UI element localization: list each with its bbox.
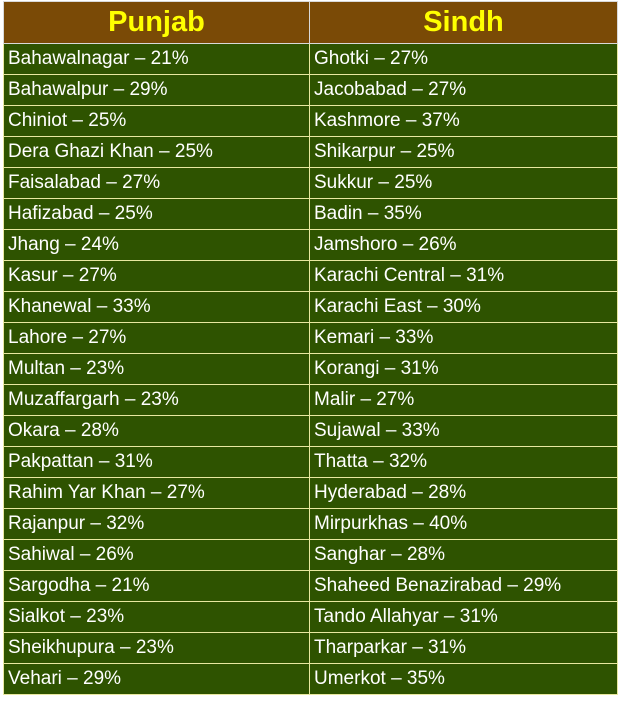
sindh-district-cell[interactable]: Tando Allahyar – 31% [309, 601, 618, 633]
punjab-district-cell[interactable]: Sahiwal – 26% [3, 539, 310, 571]
punjab-district-cell[interactable]: Lahore – 27% [3, 322, 310, 354]
punjab-district-cell[interactable]: Chiniot – 25% [3, 105, 310, 137]
punjab-district-cell[interactable]: Hafizabad – 25% [3, 198, 310, 230]
table-row: Kasur – 27% Karachi Central – 31% [3, 260, 618, 292]
table-row: Dera Ghazi Khan – 25% Shikarpur – 25% [3, 136, 618, 168]
sindh-district-cell[interactable]: Shaheed Benazirabad – 29% [309, 570, 618, 602]
table-row: Sahiwal – 26% Sanghar – 28% [3, 539, 618, 571]
table-row: Chiniot – 25% Kashmore – 37% [3, 105, 618, 137]
table-row: Jhang – 24% Jamshoro – 26% [3, 229, 618, 261]
table-row: Sargodha – 21% Shaheed Benazirabad – 29% [3, 570, 618, 602]
table-row: Okara – 28% Sujawal – 33% [3, 415, 618, 447]
table-row: Khanewal – 33% Karachi East – 30% [3, 291, 618, 323]
punjab-district-cell[interactable]: Rahim Yar Khan – 27% [3, 477, 310, 509]
table-row: Hafizabad – 25% Badin – 35% [3, 198, 618, 230]
punjab-district-cell[interactable]: Rajanpur – 32% [3, 508, 310, 540]
punjab-district-cell[interactable]: Sargodha – 21% [3, 570, 310, 602]
sindh-district-cell[interactable]: Korangi – 31% [309, 353, 618, 385]
table-row: Bahawalpur – 29% Jacobabad – 27% [3, 74, 618, 106]
header-cell-sindh[interactable]: Sindh [309, 1, 618, 44]
punjab-district-cell[interactable]: Muzaffargarh – 23% [3, 384, 310, 416]
sindh-district-cell[interactable]: Umerkot – 35% [309, 663, 618, 695]
punjab-district-cell[interactable]: Bahawalpur – 29% [3, 74, 310, 106]
sindh-district-cell[interactable]: Shikarpur – 25% [309, 136, 618, 168]
punjab-district-cell[interactable]: Vehari – 29% [3, 663, 310, 695]
sindh-district-cell[interactable]: Thatta – 32% [309, 446, 618, 478]
sindh-district-cell[interactable]: Tharparkar – 31% [309, 632, 618, 664]
sindh-district-cell[interactable]: Malir – 27% [309, 384, 618, 416]
punjab-district-cell[interactable]: Khanewal – 33% [3, 291, 310, 323]
table-row: Faisalabad – 27% Sukkur – 25% [3, 167, 618, 199]
sindh-district-cell[interactable]: Sukkur – 25% [309, 167, 618, 199]
sindh-district-cell[interactable]: Sanghar – 28% [309, 539, 618, 571]
punjab-district-cell[interactable]: Dera Ghazi Khan – 25% [3, 136, 310, 168]
punjab-district-cell[interactable]: Jhang – 24% [3, 229, 310, 261]
sindh-district-cell[interactable]: Mirpurkhas – 40% [309, 508, 618, 540]
table-row: Bahawalnagar – 21% Ghotki – 27% [3, 43, 618, 75]
punjab-district-cell[interactable]: Bahawalnagar – 21% [3, 43, 310, 75]
sindh-district-cell[interactable]: Karachi Central – 31% [309, 260, 618, 292]
sindh-district-cell[interactable]: Ghotki – 27% [309, 43, 618, 75]
punjab-district-cell[interactable]: Sheikhupura – 23% [3, 632, 310, 664]
punjab-district-cell[interactable]: Kasur – 27% [3, 260, 310, 292]
table-row: Rahim Yar Khan – 27% Hyderabad – 28% [3, 477, 618, 509]
district-percentage-table: Punjab Sindh Bahawalnagar – 21% Ghotki – … [3, 1, 618, 695]
punjab-district-cell[interactable]: Okara – 28% [3, 415, 310, 447]
header-cell-punjab[interactable]: Punjab [3, 1, 310, 44]
table-row: Muzaffargarh – 23% Malir – 27% [3, 384, 618, 416]
punjab-district-cell[interactable]: Sialkot – 23% [3, 601, 310, 633]
table-row: Rajanpur – 32% Mirpurkhas – 40% [3, 508, 618, 540]
table-row: Pakpattan – 31% Thatta – 32% [3, 446, 618, 478]
sindh-district-cell[interactable]: Hyderabad – 28% [309, 477, 618, 509]
punjab-district-cell[interactable]: Multan – 23% [3, 353, 310, 385]
header-row: Punjab Sindh [3, 1, 618, 44]
table-row: Sialkot – 23% Tando Allahyar – 31% [3, 601, 618, 633]
table-row: Lahore – 27% Kemari – 33% [3, 322, 618, 354]
punjab-district-cell[interactable]: Faisalabad – 27% [3, 167, 310, 199]
sindh-district-cell[interactable]: Karachi East – 30% [309, 291, 618, 323]
punjab-district-cell[interactable]: Pakpattan – 31% [3, 446, 310, 478]
sindh-district-cell[interactable]: Badin – 35% [309, 198, 618, 230]
table-row: Sheikhupura – 23% Tharparkar – 31% [3, 632, 618, 664]
sindh-district-cell[interactable]: Jamshoro – 26% [309, 229, 618, 261]
sindh-district-cell[interactable]: Kemari – 33% [309, 322, 618, 354]
table-body: Bahawalnagar – 21% Ghotki – 27% Bahawalpur… [3, 43, 618, 695]
table-row: Multan – 23% Korangi – 31% [3, 353, 618, 385]
sindh-district-cell[interactable]: Jacobabad – 27% [309, 74, 618, 106]
table-row: Vehari – 29% Umerkot – 35% [3, 663, 618, 695]
sindh-district-cell[interactable]: Sujawal – 33% [309, 415, 618, 447]
sindh-district-cell[interactable]: Kashmore – 37% [309, 105, 618, 137]
